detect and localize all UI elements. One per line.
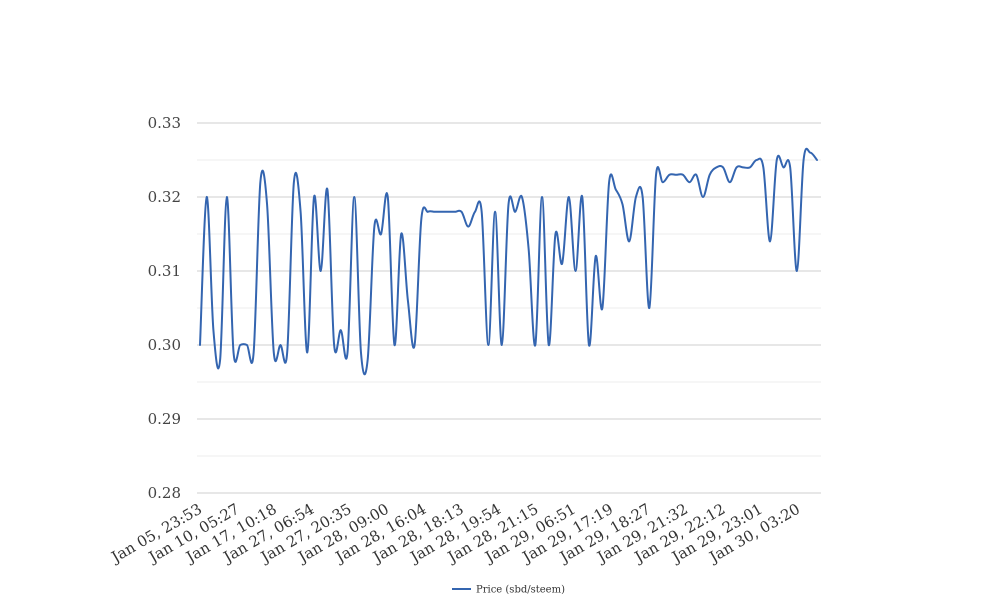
y-tick-label: 0.29 — [148, 410, 181, 428]
y-tick-label: 0.28 — [148, 484, 181, 502]
y-tick-label: 0.31 — [148, 262, 181, 280]
y-tick-label: 0.32 — [148, 188, 181, 206]
series-line-0 — [199, 147, 818, 376]
plot-area — [199, 147, 818, 376]
legend-label: Price (sbd/steem) — [476, 585, 565, 596]
y-axis: 0.28 0.29 0.30 0.31 0.32 0.33 — [148, 114, 181, 502]
y-tick-label: 0.33 — [148, 114, 181, 132]
y-tick-label: 0.30 — [148, 336, 181, 354]
legend[interactable]: Price (sbd/steem) — [452, 585, 565, 596]
